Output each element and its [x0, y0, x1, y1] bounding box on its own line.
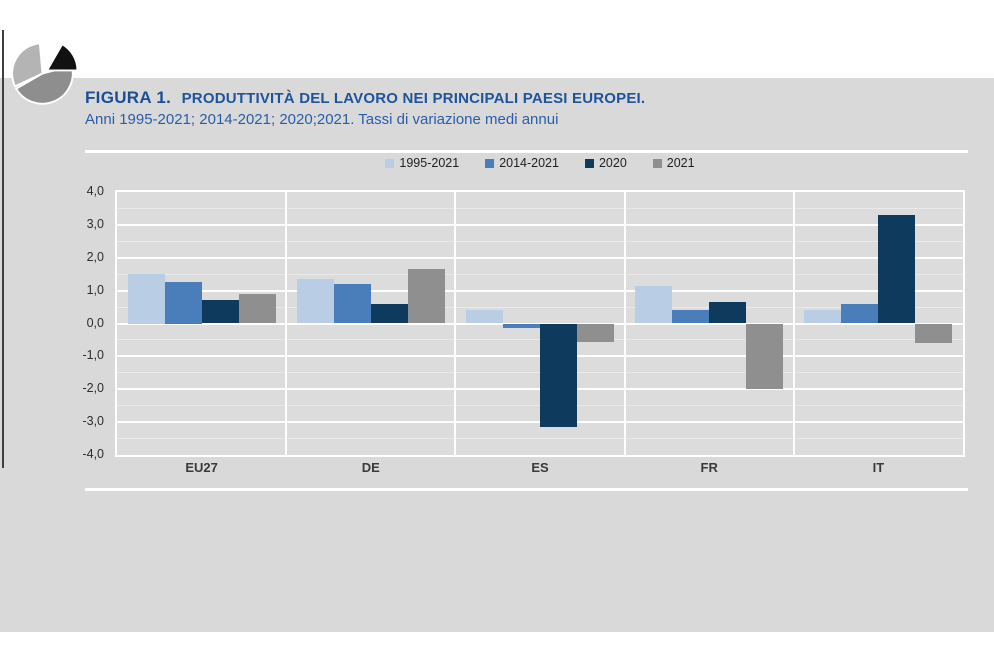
y-tick-label: -3,0 [82, 414, 104, 429]
gridline-major [117, 289, 963, 292]
bar-DE-2020 [370, 303, 408, 324]
legend-label: 2014-2021 [499, 156, 559, 170]
bar-ES-1995-2021 [466, 310, 503, 324]
bar-IT-1995-2021 [804, 310, 842, 324]
figure-subtitle: Anni 1995-2021; 2014-2021; 2020;2021. Ta… [85, 111, 559, 128]
bar-ES-2021 [577, 323, 614, 342]
y-tick-label: -2,0 [82, 381, 104, 396]
x-category-label-ES: ES [531, 460, 549, 475]
group-separator [623, 192, 626, 455]
figure-title: PRODUTTIVITÀ DEL LAVORO NEI PRINCIPALI P… [181, 90, 646, 107]
group-separator [454, 192, 457, 455]
group-separator [792, 192, 795, 455]
bar-DE-1995-2021 [296, 279, 334, 324]
bar-EU27-2014-2021 [164, 282, 202, 324]
x-axis-labels: EU27 DE ES FR IT [117, 460, 963, 478]
legend-swatch-icon [385, 158, 395, 168]
bar-IT-2020 [878, 215, 916, 324]
bar-DE-2021 [407, 269, 445, 324]
bar-EU27-1995-2021 [127, 274, 165, 324]
bar-ES-2014-2021 [503, 323, 540, 329]
bar-FR-2021 [746, 323, 784, 390]
x-category-label-FR: FR [700, 460, 718, 475]
bar-IT-2021 [915, 323, 953, 344]
y-tick-label: -4,0 [82, 447, 104, 461]
bar-FR-1995-2021 [635, 285, 673, 324]
bar-IT-2014-2021 [841, 303, 879, 324]
y-axis-labels: 4,0 3,0 2,0 1,0 0,0 -1,0 -2,0 -3,0 -4,0 [52, 184, 104, 461]
legend-swatch-icon [485, 158, 495, 168]
gridline-minor [117, 438, 963, 440]
x-category-label-DE: DE [361, 460, 380, 475]
pie-chart-logo-icon [11, 42, 79, 105]
y-tick-label: 2,0 [86, 249, 104, 264]
bar-FR-2020 [709, 302, 747, 324]
gridline-major [117, 256, 963, 259]
legend-item-2014-2021: 2014-2021 [485, 156, 559, 170]
bar-FR-2014-2021 [672, 310, 710, 324]
legend-item-2021: 2021 [652, 156, 695, 170]
group-separator [285, 192, 288, 455]
bar-ES-2020 [540, 323, 577, 428]
legend-label: 2021 [666, 156, 695, 170]
title-divider-rule [85, 150, 968, 153]
gridline-minor [117, 240, 963, 242]
page-edge-line [2, 30, 4, 468]
logo-light-slice [11, 42, 44, 88]
logo-dark-slice [14, 64, 74, 105]
logo-black-slice [45, 42, 79, 72]
bar-EU27-2020 [201, 300, 239, 324]
legend-label: 1995-2021 [399, 156, 460, 170]
y-tick-label: 0,0 [86, 315, 104, 330]
gridline-minor [117, 273, 963, 275]
legend-item-2020: 2020 [584, 156, 627, 170]
x-category-label-EU27: EU27 [185, 460, 218, 475]
y-tick-label: -1,0 [82, 348, 104, 363]
y-tick-label: 4,0 [86, 184, 104, 198]
y-tick-label: 3,0 [86, 216, 104, 231]
bar-EU27-2021 [238, 293, 276, 324]
gridline-minor [117, 306, 963, 308]
chart-legend: 1995-2021 2014-2021 2020 2021 [117, 156, 963, 170]
figure-title-block: FIGURA 1. PRODUTTIVITÀ DEL LAVORO NEI PR… [85, 88, 965, 128]
gridline-major [117, 223, 963, 226]
chart-plot-area [115, 190, 965, 457]
figure-label: FIGURA 1. [85, 88, 172, 107]
x-category-label-IT: IT [872, 460, 885, 475]
legend-swatch-icon [652, 158, 662, 168]
legend-item-1995-2021: 1995-2021 [385, 156, 459, 170]
y-tick-label: 1,0 [86, 282, 104, 297]
legend-label: 2020 [598, 156, 627, 170]
legend-swatch-icon [584, 158, 594, 168]
bar-DE-2014-2021 [333, 284, 371, 324]
chart-divider-rule [85, 488, 968, 491]
gridline-minor [117, 207, 963, 209]
figure-title-line: FIGURA 1. PRODUTTIVITÀ DEL LAVORO NEI PR… [85, 88, 965, 108]
